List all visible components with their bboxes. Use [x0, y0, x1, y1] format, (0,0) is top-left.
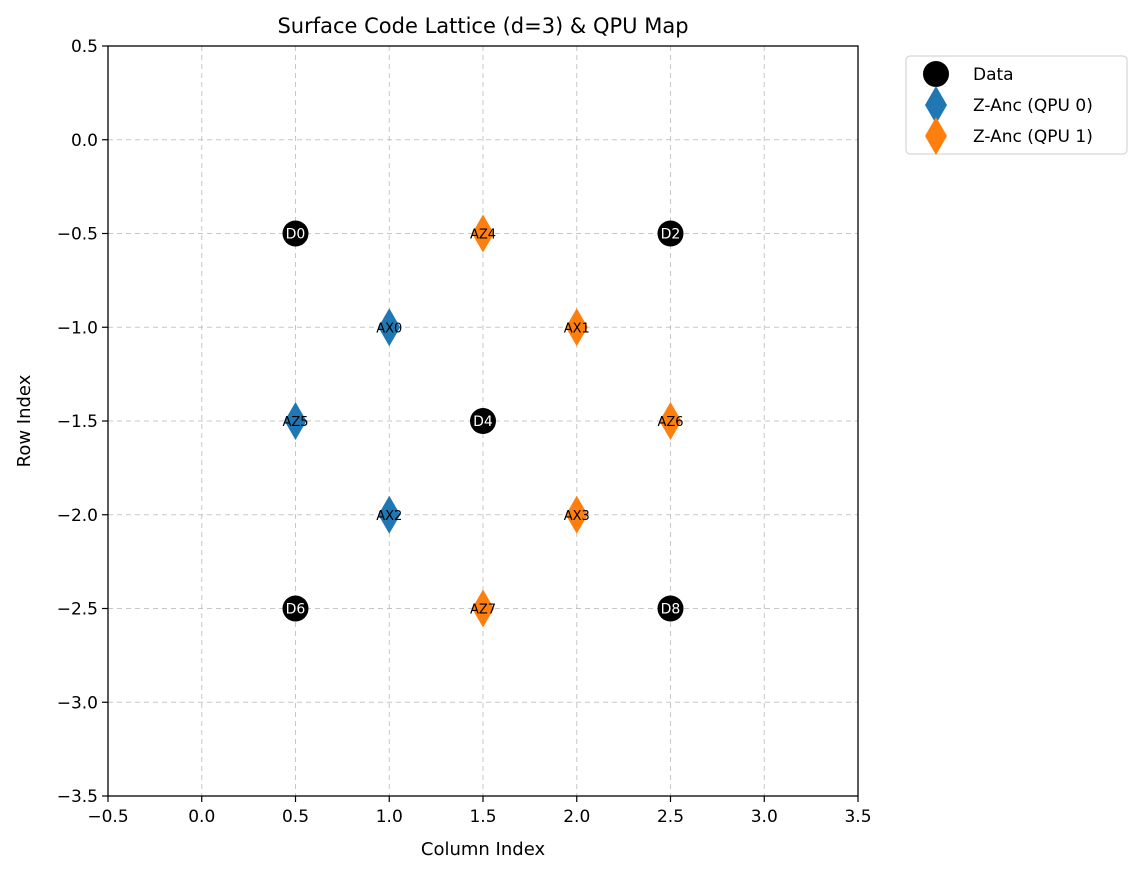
legend-frame — [905, 55, 1128, 155]
x-tick-label: 1.0 — [376, 807, 403, 827]
data-qubit-marker — [657, 220, 684, 247]
data-point: AX0 — [376, 308, 402, 347]
qubit-label: AX3 — [564, 509, 590, 524]
legend-label: Z-Anc (QPU 0) — [973, 96, 1093, 116]
qubit-label: AX0 — [376, 321, 402, 336]
qubit-label: AZ4 — [470, 228, 496, 243]
x-tick-label: 0.0 — [188, 807, 215, 827]
data-point: AZ5 — [282, 402, 309, 440]
y-tick-label: −0.5 — [57, 225, 98, 245]
data-point: AZ4 — [470, 214, 496, 253]
data-qubit-marker — [470, 408, 496, 434]
x-tick-label: 3.5 — [844, 807, 871, 827]
legend-label: Z-Anc (QPU 1) — [973, 127, 1093, 147]
x-tick-label: 3.0 — [751, 807, 778, 827]
ancilla-qubit-marker — [378, 495, 401, 534]
qubit-label: AX1 — [564, 321, 590, 336]
chart-title: Surface Code Lattice (d=3) & QPU Map — [277, 14, 688, 38]
x-tick-label: 2.0 — [563, 807, 590, 827]
legend-marker — [923, 61, 949, 87]
data-qubit-marker — [282, 595, 309, 622]
qubit-label: AZ5 — [282, 415, 308, 430]
y-tick-label: −3.5 — [57, 787, 98, 807]
qubit-label: AZ7 — [470, 603, 496, 618]
y-tick-label: −1.0 — [57, 318, 98, 338]
legend-marker — [925, 117, 947, 155]
y-tick-label: −2.5 — [57, 600, 98, 620]
data-point: D6 — [282, 595, 309, 622]
legend-marker — [925, 86, 947, 124]
ancilla-qubit-marker — [284, 402, 307, 440]
legend-entry: Z-Anc (QPU 0) — [925, 86, 1093, 124]
y-tick-label: −1.5 — [57, 412, 98, 432]
x-tick-label: 1.5 — [469, 807, 496, 827]
legend-label: Data — [973, 65, 1014, 85]
data-qubit-marker — [282, 220, 309, 247]
qubit-label: D8 — [661, 602, 681, 618]
ancilla-qubit-marker — [378, 308, 401, 347]
qubit-label: D2 — [661, 227, 681, 243]
ancilla-qubit-marker — [565, 495, 588, 534]
data-point: D0 — [282, 220, 309, 247]
y-axis-label: Row Index — [14, 374, 35, 467]
data-point: AX3 — [564, 495, 590, 534]
data-points: D0 D2 D4 D6 D8 AX0 AZ5 AX2 AZ4 AX1 AZ6 AX3 AZ7 — [282, 214, 684, 628]
x-axis-label: Column Index — [421, 839, 546, 860]
y-tick-label: −2.0 — [57, 506, 98, 526]
x-tick-label: −0.5 — [87, 807, 128, 827]
data-point: D2 — [657, 220, 684, 247]
qubit-label: D0 — [286, 227, 306, 243]
x-tick-label: 2.5 — [657, 807, 684, 827]
legend-entry: Z-Anc (QPU 1) — [925, 117, 1093, 155]
ancilla-qubit-marker — [659, 402, 682, 440]
data-point: D8 — [657, 595, 684, 622]
data-point: AZ6 — [657, 402, 684, 440]
qubit-label: AZ6 — [657, 415, 683, 430]
ancilla-qubit-marker — [472, 589, 494, 628]
data-point: AX1 — [564, 308, 590, 347]
data-point: AX2 — [376, 495, 402, 534]
axis-ticks: −0.5 0.0 0.5 1.0 1.5 2.0 2.5 3.0 3.5 0.5 0.0 −0.5 −1… — [57, 37, 872, 827]
data-point: D4 — [470, 408, 496, 434]
legend: Data Z-Anc (QPU 0) Z-Anc (QPU 1) — [905, 55, 1128, 155]
ancilla-qubit-marker — [472, 214, 494, 253]
qubit-label: D4 — [473, 414, 493, 430]
qubit-label: D6 — [286, 602, 306, 618]
y-tick-label: 0.0 — [71, 131, 98, 151]
qubit-label: AX2 — [376, 509, 402, 524]
x-tick-label: 0.5 — [282, 807, 309, 827]
ancilla-qubit-marker — [565, 308, 588, 347]
data-qubit-marker — [657, 595, 684, 622]
legend-entry: Data — [923, 61, 1014, 87]
data-point: AZ7 — [470, 589, 496, 628]
y-tick-label: 0.5 — [71, 37, 98, 57]
y-tick-label: −3.0 — [57, 693, 98, 713]
plot-area-frame — [107, 45, 859, 797]
